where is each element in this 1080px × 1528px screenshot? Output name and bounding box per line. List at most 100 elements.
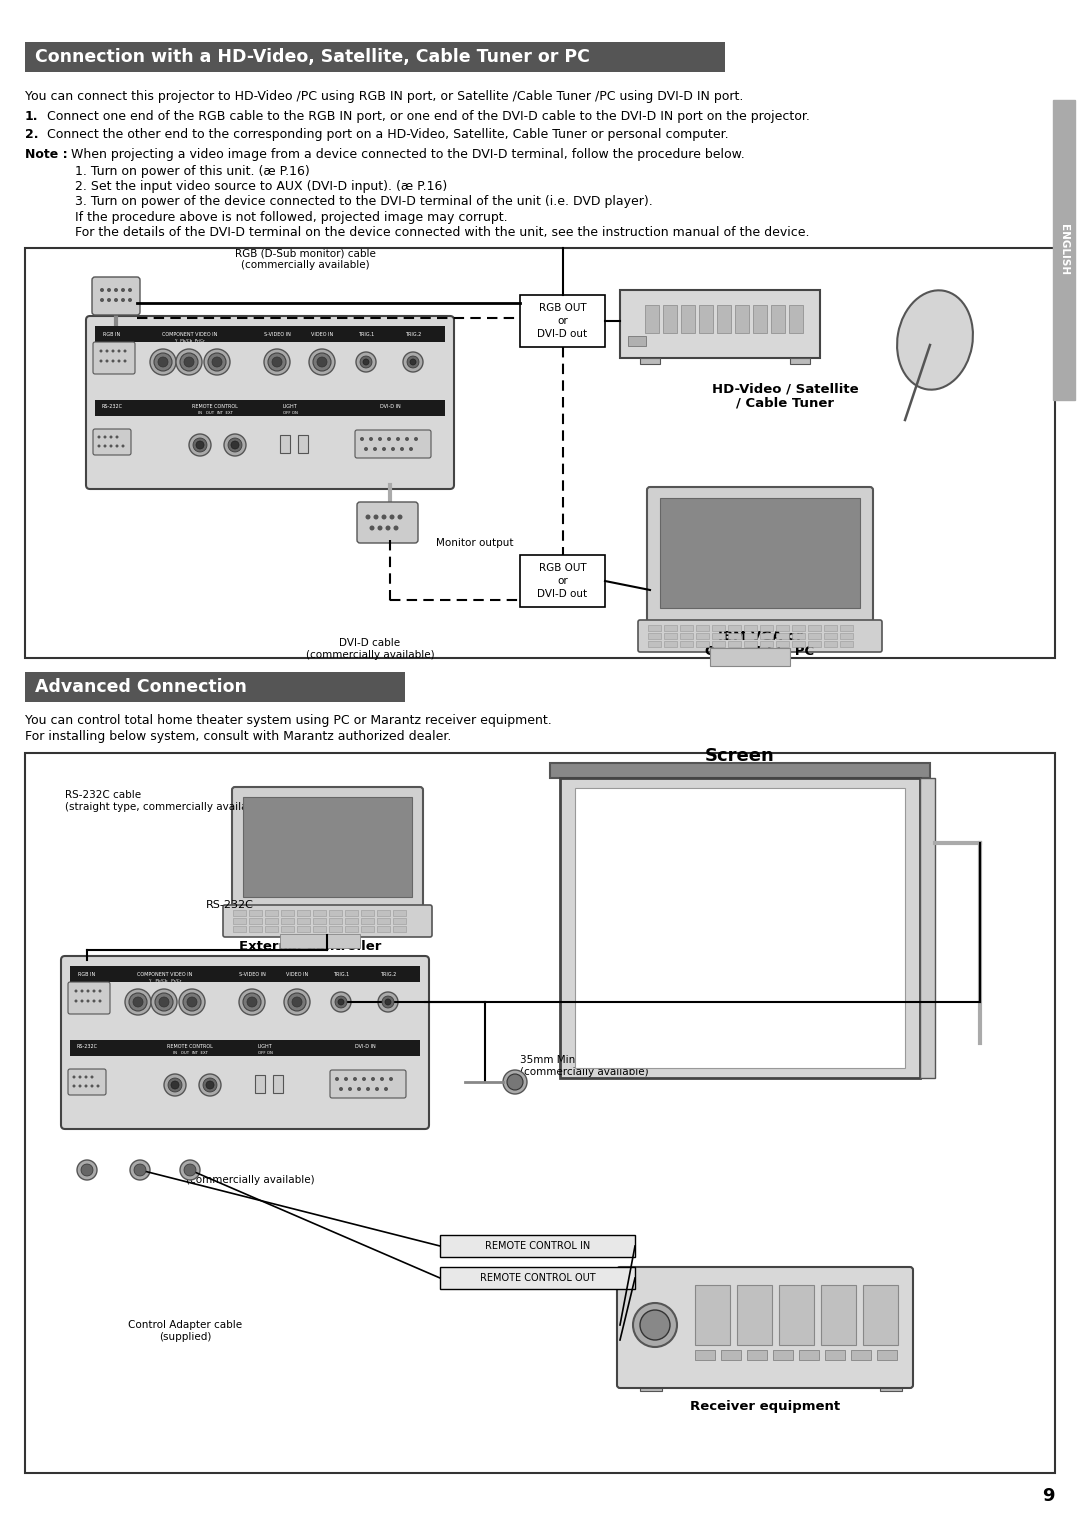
Bar (710, 648, 789, 666)
Circle shape (180, 353, 198, 371)
Circle shape (339, 1086, 343, 1091)
Circle shape (239, 989, 265, 1015)
Bar (721, 1351, 741, 1360)
Circle shape (390, 515, 394, 520)
Circle shape (313, 353, 330, 371)
Circle shape (373, 448, 377, 451)
Circle shape (380, 1077, 384, 1080)
FancyBboxPatch shape (68, 983, 110, 1015)
Bar (808, 633, 821, 639)
Bar (377, 911, 390, 915)
Text: TRIG.2: TRIG.2 (405, 332, 421, 336)
Text: OFF ON: OFF ON (257, 1051, 272, 1054)
Bar (880, 1384, 902, 1390)
Text: If the procedure above is not followed, projected image may corrupt.: If the procedure above is not followed, … (75, 211, 508, 225)
Circle shape (121, 445, 124, 448)
Circle shape (391, 448, 395, 451)
Text: IN   OUT  INT  EXT: IN OUT INT EXT (198, 411, 232, 416)
Text: Note :: Note : (25, 148, 68, 160)
FancyBboxPatch shape (60, 957, 429, 1129)
Circle shape (284, 989, 310, 1015)
Bar (377, 918, 390, 924)
Circle shape (362, 1077, 366, 1080)
Circle shape (363, 359, 369, 365)
Bar (440, 1267, 635, 1290)
Circle shape (288, 993, 306, 1012)
Circle shape (389, 1077, 393, 1080)
Bar (728, 633, 741, 639)
Text: REMOTE CONTROL: REMOTE CONTROL (192, 405, 238, 410)
Text: (commercially available): (commercially available) (186, 1175, 314, 1186)
Text: Y   Pb/Cb  Pr/Cr: Y Pb/Cb Pr/Cr (175, 339, 205, 342)
Circle shape (364, 448, 368, 451)
Text: IN   OUT  INT  EXT: IN OUT INT EXT (173, 1051, 207, 1054)
Bar (243, 798, 411, 897)
Bar (25, 753, 1055, 1473)
Circle shape (75, 990, 78, 993)
Bar (550, 762, 930, 778)
Bar (728, 625, 741, 631)
Circle shape (99, 350, 103, 353)
Circle shape (633, 1303, 677, 1348)
Circle shape (268, 353, 286, 371)
Circle shape (159, 996, 168, 1007)
Bar (747, 1351, 767, 1360)
Text: 1.: 1. (25, 110, 39, 122)
Bar (712, 642, 725, 646)
Circle shape (116, 435, 119, 439)
Bar (627, 336, 646, 345)
Bar (696, 633, 708, 639)
Bar (779, 1285, 814, 1345)
Bar (777, 625, 789, 631)
Text: RS-232C: RS-232C (206, 900, 254, 911)
Bar (561, 778, 920, 1077)
Bar (681, 306, 696, 333)
Bar (648, 642, 661, 646)
Circle shape (272, 358, 282, 367)
Bar (280, 934, 360, 947)
Circle shape (353, 1077, 357, 1080)
Circle shape (243, 993, 261, 1012)
Circle shape (374, 515, 378, 520)
Circle shape (356, 351, 376, 371)
Bar (281, 911, 294, 915)
Bar (265, 918, 278, 924)
Ellipse shape (897, 290, 973, 390)
Bar (265, 911, 278, 915)
Circle shape (318, 358, 327, 367)
Bar (1053, 99, 1075, 400)
Circle shape (345, 1077, 348, 1080)
Circle shape (100, 287, 104, 292)
Circle shape (176, 348, 202, 374)
Bar (265, 926, 278, 932)
Bar (696, 1351, 715, 1360)
Circle shape (393, 526, 399, 530)
Circle shape (348, 1086, 352, 1091)
Circle shape (130, 1160, 150, 1180)
Bar (744, 633, 757, 639)
Bar (281, 926, 294, 932)
Circle shape (405, 437, 409, 442)
Bar (773, 1351, 793, 1360)
Circle shape (195, 442, 204, 449)
Bar (696, 1285, 730, 1345)
Bar (345, 918, 357, 924)
Bar (393, 926, 406, 932)
Text: RGB IN: RGB IN (79, 972, 96, 976)
Circle shape (107, 287, 111, 292)
Bar (712, 633, 725, 639)
Circle shape (369, 437, 373, 442)
Text: Connect one end of the RGB cable to the RGB IN port, or one end of the DVI-D cab: Connect one end of the RGB cable to the … (48, 110, 810, 122)
Bar (696, 642, 708, 646)
Text: Monitor output: Monitor output (435, 538, 513, 549)
Bar (824, 633, 837, 639)
Circle shape (106, 359, 108, 362)
Circle shape (212, 358, 222, 367)
Bar (329, 918, 342, 924)
Circle shape (503, 1070, 527, 1094)
Circle shape (360, 356, 372, 368)
Circle shape (107, 298, 111, 303)
Bar (792, 633, 805, 639)
Bar (664, 625, 677, 631)
Circle shape (403, 351, 423, 371)
